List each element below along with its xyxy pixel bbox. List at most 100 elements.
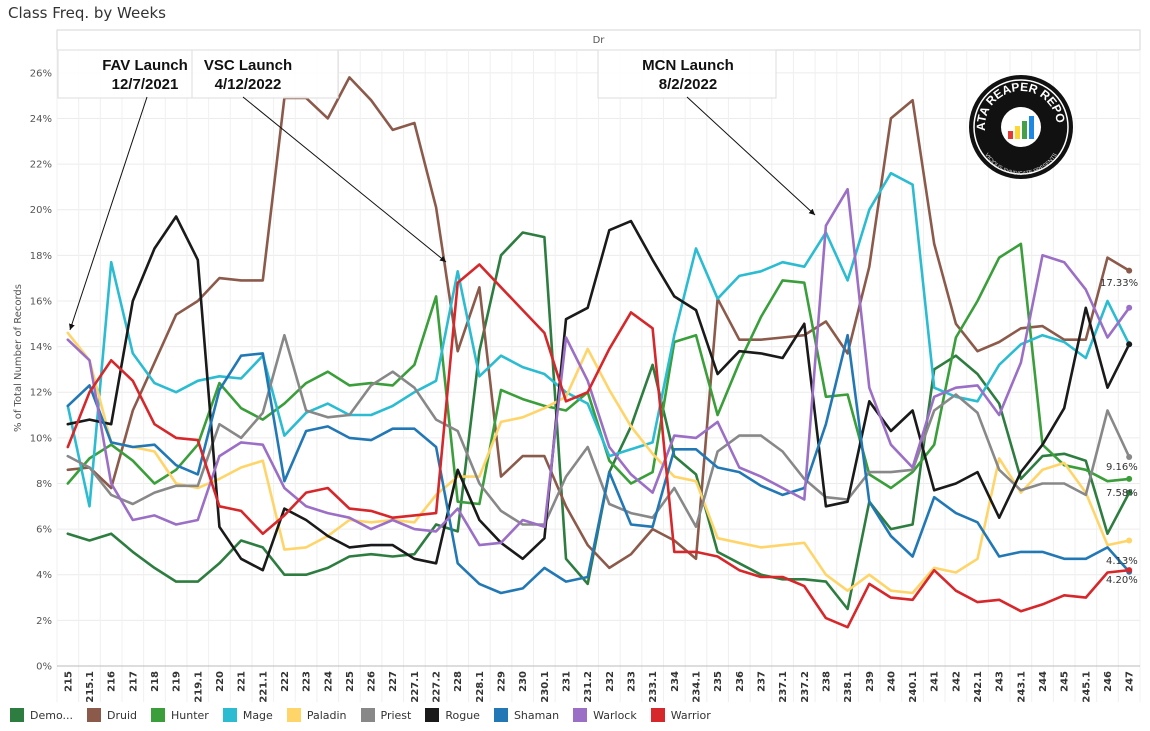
- legend-swatch: [650, 708, 665, 722]
- x-tick-label: 235: [713, 671, 724, 692]
- series-line-rogue: [66, 215, 1131, 572]
- annotation-name: FAV Launch: [102, 57, 188, 74]
- end-marker-warrior: [1126, 567, 1133, 574]
- legend-item-priest[interactable]: Priest: [360, 708, 412, 722]
- end-label: 4.13%: [1106, 556, 1138, 567]
- legend-label: Warlock: [593, 708, 637, 722]
- x-tick-label: 243: [995, 671, 1006, 692]
- legend-label: Hunter: [171, 708, 209, 722]
- x-tick-label: 222: [280, 671, 291, 692]
- x-tick-label: 237: [756, 671, 767, 692]
- y-tick-label: 14%: [30, 342, 52, 353]
- x-tick-label: 217: [128, 671, 139, 692]
- legend-item-hunter[interactable]: Hunter: [151, 708, 209, 722]
- legend-item-paladin[interactable]: Paladin: [286, 708, 347, 722]
- chart-title: Class Freq. by Weeks: [8, 4, 166, 22]
- legend-item-warrior[interactable]: Warrior: [650, 708, 711, 722]
- series-line-mage: [66, 171, 1131, 508]
- annotation-box: [597, 49, 777, 99]
- x-tick-label: 242.1: [973, 671, 984, 703]
- annotation-arrow: [69, 96, 148, 331]
- legend: Demo... Druid Hunter Mage Paladin Priest Rogue…: [10, 708, 725, 722]
- y-tick-label: 24%: [30, 114, 52, 125]
- logo-ring: [973, 79, 1069, 175]
- end-marker-paladin: [1126, 537, 1133, 544]
- x-tick-label: 221.1: [258, 671, 269, 703]
- series-line-warlock: [66, 187, 1131, 547]
- legend-swatch: [573, 708, 588, 722]
- logo-bar: [1015, 126, 1020, 139]
- series-line-shaman: [66, 333, 1131, 595]
- x-tick-label: 237.1: [778, 671, 789, 703]
- x-tick-label: 234: [670, 671, 681, 692]
- end-marker-warlock: [1126, 304, 1133, 311]
- annotation-arrow: [686, 96, 816, 216]
- end-label: 7.58%: [1106, 488, 1138, 499]
- legend-swatch: [222, 708, 237, 722]
- y-tick-label: 4%: [36, 570, 52, 581]
- legend-label: Rogue: [445, 708, 480, 722]
- legend-label: Mage: [242, 708, 273, 722]
- legend-item-druid[interactable]: Druid: [86, 708, 137, 722]
- x-tick-label: 247: [1125, 671, 1136, 692]
- series-line-druid: [66, 76, 1131, 570]
- x-tick-label: 238.1: [843, 671, 854, 703]
- x-tick-label: 232: [605, 671, 616, 692]
- series-line-priest: [66, 333, 1131, 529]
- x-tick-label: 233: [626, 671, 637, 692]
- x-tick-label: 227.2: [432, 671, 443, 703]
- x-tick-label: 245.1: [1081, 671, 1092, 703]
- legend-swatch: [86, 708, 101, 722]
- end-marker-druid: [1126, 267, 1133, 274]
- grid: [56, 29, 1141, 702]
- annotation-date: 4/12/2022: [215, 76, 282, 93]
- x-tick-label: 215: [63, 671, 74, 692]
- series-line-warrior: [66, 263, 1131, 629]
- x-tick-label: 245: [1060, 671, 1071, 692]
- x-tick-label: 225: [345, 671, 356, 692]
- legend-label: Priest: [380, 708, 412, 722]
- y-tick-label: 12%: [30, 388, 52, 399]
- y-tick-label: 2%: [36, 616, 52, 627]
- line-chart: Dr 0% 2% 4% 6% 8% 10% 12% 14% 16% 18% 20% 22% 24% 26%%…: [13, 29, 1141, 703]
- end-label: 17.33%: [1100, 278, 1138, 289]
- x-tick-label: 240: [886, 671, 897, 692]
- x-tick-label: 230.1: [540, 671, 551, 703]
- x-tick-label: 231.2: [583, 671, 594, 703]
- y-tick-label: 20%: [30, 205, 52, 216]
- series-lines: [66, 76, 1133, 629]
- legend-item-mage[interactable]: Mage: [222, 708, 273, 722]
- legend-item-shaman[interactable]: Shaman: [493, 708, 560, 722]
- x-tick-label: 224: [323, 671, 334, 692]
- x-tick-label: 228.1: [475, 671, 486, 703]
- y-tick-label: 10%: [30, 433, 52, 444]
- legend-swatch: [493, 708, 508, 722]
- x-tick-label: 246: [1103, 671, 1114, 692]
- x-tick-label: 233.1: [648, 671, 659, 703]
- x-tick-label: 237.2: [800, 671, 811, 703]
- x-tick-label: 238: [821, 671, 832, 692]
- x-tick-label: 234.1: [691, 671, 702, 703]
- y-tick-label: 6%: [36, 525, 52, 536]
- legend-swatch: [360, 708, 375, 722]
- legend-label: Paladin: [306, 708, 347, 722]
- end-marker-priest: [1126, 454, 1133, 461]
- legend-item-rogue[interactable]: Rogue: [425, 708, 480, 722]
- legend-item-demo[interactable]: Demo...: [10, 708, 73, 722]
- x-tick-label: 229: [497, 671, 508, 692]
- end-marker-rogue: [1126, 341, 1133, 348]
- annotation-date: 8/2/2022: [659, 76, 717, 93]
- end-marker-demo: [1126, 489, 1133, 496]
- y-tick-label: 18%: [30, 251, 52, 262]
- y-tick-label: 22%: [30, 160, 52, 171]
- logo-center: [1001, 107, 1041, 147]
- annotation-date: 12/7/2021: [112, 76, 179, 93]
- x-tick-label: 226: [367, 671, 378, 692]
- x-tick-label: 242: [951, 671, 962, 692]
- legend-item-warlock[interactable]: Warlock: [573, 708, 637, 722]
- y-tick-label: 8%: [36, 479, 52, 490]
- legend-label: Shaman: [513, 708, 560, 722]
- x-tick-label: 219: [172, 671, 183, 692]
- legend-swatch: [10, 708, 24, 722]
- annotation-box: [191, 49, 339, 99]
